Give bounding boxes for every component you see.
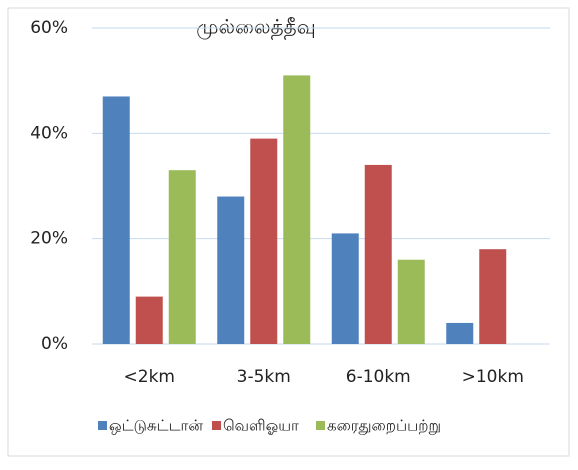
y-tick-label: 60%: [30, 18, 68, 38]
bar: [217, 196, 245, 344]
x-tick-label: 6-10km: [346, 367, 411, 387]
y-tick-label: 40%: [30, 123, 68, 143]
legend-label: ஒட்டுசுட்டான்: [109, 417, 203, 435]
bar: [397, 259, 425, 344]
x-tick-label: >10km: [462, 367, 524, 387]
bar: [364, 164, 392, 344]
bar: [135, 296, 163, 344]
bar: [331, 233, 359, 344]
bar: [168, 170, 196, 344]
bar: [479, 249, 507, 344]
x-tick-label: 3-5km: [237, 367, 291, 387]
bar: [283, 75, 311, 345]
bar: [446, 322, 474, 344]
legend-swatch: [98, 421, 107, 430]
legend-swatch: [316, 421, 325, 430]
legend-swatch: [212, 421, 221, 430]
y-tick-label: 20%: [30, 229, 68, 249]
legend-label: கரைதுறைப்பற்று: [327, 417, 441, 435]
bar: [102, 96, 130, 344]
bar: [250, 138, 278, 344]
legend-label: வெளிஓயா: [223, 417, 299, 435]
x-tick-label: <2km: [124, 367, 175, 387]
y-tick-label: 0%: [41, 334, 68, 354]
chart-title: முல்லைத்தீவு: [196, 15, 316, 40]
